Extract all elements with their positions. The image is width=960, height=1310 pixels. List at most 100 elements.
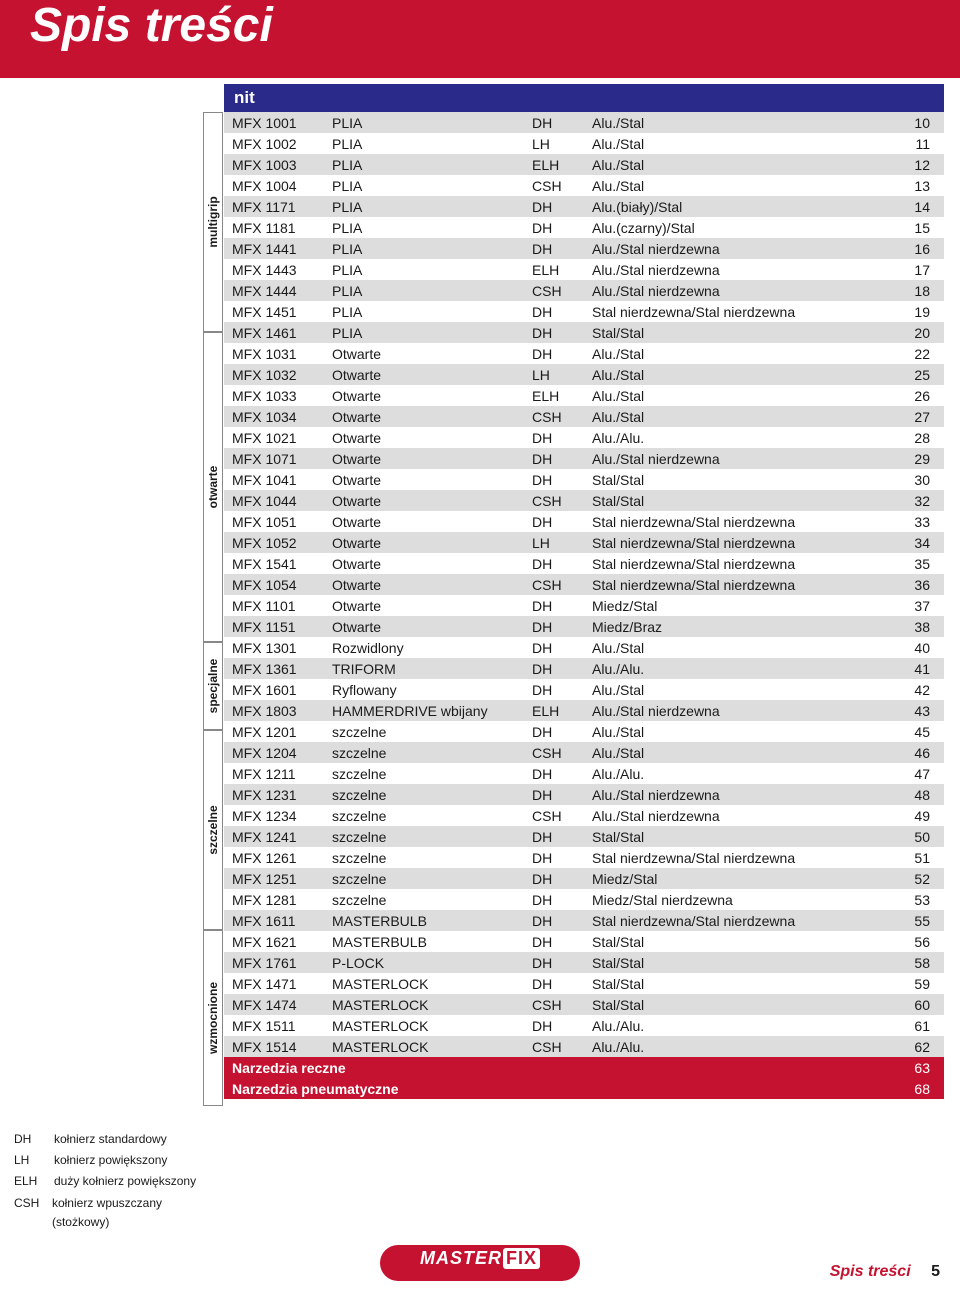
cell: MASTERBULB bbox=[324, 910, 524, 931]
cell: DH bbox=[524, 217, 584, 238]
cell: Alu./Stal bbox=[584, 364, 894, 385]
table-row: MFX 1441PLIADHAlu./Stal nierdzewna16 bbox=[224, 238, 944, 259]
cell: Stal/Stal bbox=[584, 826, 894, 847]
cell: LH bbox=[524, 133, 584, 154]
table-row: MFX 1234szczelneCSHAlu./Stal nierdzewna4… bbox=[224, 805, 944, 826]
cell: 40 bbox=[894, 637, 944, 658]
cell: Miedz/Stal bbox=[584, 868, 894, 889]
cell: TRIFORM bbox=[324, 658, 524, 679]
page-number: 5 bbox=[931, 1263, 940, 1280]
cell: CSH bbox=[524, 406, 584, 427]
cell: Alu./Stal nierdzewna bbox=[584, 280, 894, 301]
cell: Narzedzia reczne bbox=[224, 1057, 894, 1078]
cell: Alu./Stal bbox=[584, 112, 894, 133]
cell: MFX 1003 bbox=[224, 154, 324, 175]
cell: Alu./Alu. bbox=[584, 763, 894, 784]
table-row: MFX 1101OtwarteDHMiedz/Stal37 bbox=[224, 595, 944, 616]
cell: PLIA bbox=[324, 133, 524, 154]
cell: PLIA bbox=[324, 196, 524, 217]
cell: MASTERLOCK bbox=[324, 994, 524, 1015]
cell: Otwarte bbox=[324, 469, 524, 490]
cell: PLIA bbox=[324, 238, 524, 259]
section-multigrip: multigrip bbox=[203, 112, 223, 332]
cell: 51 bbox=[894, 847, 944, 868]
table-row: MFX 1281szczelneDHMiedz/Stal nierdzewna5… bbox=[224, 889, 944, 910]
cell: CSH bbox=[524, 175, 584, 196]
table-row: MFX 1044OtwarteCSHStal/Stal32 bbox=[224, 490, 944, 511]
cell: 37 bbox=[894, 595, 944, 616]
cell: 25 bbox=[894, 364, 944, 385]
cell: 22 bbox=[894, 343, 944, 364]
cell: Alu./Stal nierdzewna bbox=[584, 259, 894, 280]
cell: MFX 1474 bbox=[224, 994, 324, 1015]
cell: Stal/Stal bbox=[584, 469, 894, 490]
cell: 35 bbox=[894, 553, 944, 574]
cell: 43 bbox=[894, 700, 944, 721]
cell: PLIA bbox=[324, 259, 524, 280]
cell: DH bbox=[524, 784, 584, 805]
cell: CSH bbox=[524, 490, 584, 511]
cell: MFX 1171 bbox=[224, 196, 324, 217]
cell: Miedz/Stal bbox=[584, 595, 894, 616]
cell: Narzedzia pneumatyczne bbox=[224, 1078, 894, 1099]
section-label: szczelne bbox=[206, 805, 220, 854]
legend-key: ELH bbox=[14, 1172, 54, 1191]
cell: 62 bbox=[894, 1036, 944, 1057]
cell: Stal nierdzewna/Stal nierdzewna bbox=[584, 553, 894, 574]
cell: Stal/Stal bbox=[584, 322, 894, 343]
cell: MFX 1101 bbox=[224, 595, 324, 616]
cell: CSH bbox=[524, 574, 584, 595]
cell: P-LOCK bbox=[324, 952, 524, 973]
cell: MFX 1001 bbox=[224, 112, 324, 133]
cell: CSH bbox=[524, 742, 584, 763]
cell: DH bbox=[524, 973, 584, 994]
cell: DH bbox=[524, 826, 584, 847]
cell: 33 bbox=[894, 511, 944, 532]
cell: MFX 1443 bbox=[224, 259, 324, 280]
cell: Otwarte bbox=[324, 595, 524, 616]
footer-right: Spis treści 5 bbox=[830, 1263, 940, 1281]
cell: 47 bbox=[894, 763, 944, 784]
cell: Otwarte bbox=[324, 532, 524, 553]
cell: Alu./Stal nierdzewna bbox=[584, 700, 894, 721]
table-row: MFX 1151OtwarteDHMiedz/Braz38 bbox=[224, 616, 944, 637]
cell: Stal nierdzewna/Stal nierdzewna bbox=[584, 532, 894, 553]
cell: CSH bbox=[524, 994, 584, 1015]
cell: MFX 1301 bbox=[224, 637, 324, 658]
cell: Stal nierdzewna/Stal nierdzewna bbox=[584, 301, 894, 322]
legend-val: kołnierz powiększony bbox=[54, 1151, 167, 1170]
table-wrap: MFX 1001PLIADHAlu./Stal10MFX 1002PLIALHA… bbox=[224, 112, 944, 1099]
cell: 55 bbox=[894, 910, 944, 931]
cell: CSH bbox=[524, 280, 584, 301]
cell: MFX 1054 bbox=[224, 574, 324, 595]
legend-key: CSH bbox=[14, 1194, 52, 1232]
cell: 45 bbox=[894, 721, 944, 742]
cell: szczelne bbox=[324, 763, 524, 784]
table-row: MFX 1054OtwarteCSHStal nierdzewna/Stal n… bbox=[224, 574, 944, 595]
cell: 27 bbox=[894, 406, 944, 427]
table-row: MFX 1621MASTERBULBDHStal/Stal56 bbox=[224, 931, 944, 952]
cell: Alu./Stal bbox=[584, 385, 894, 406]
cell: Alu./Alu. bbox=[584, 1015, 894, 1036]
table-row: MFX 1443PLIAELHAlu./Stal nierdzewna17 bbox=[224, 259, 944, 280]
section-label: specjalne bbox=[206, 659, 220, 714]
cell: MFX 1033 bbox=[224, 385, 324, 406]
cell: MFX 1444 bbox=[224, 280, 324, 301]
legend: DHkołnierz standardowyLHkołnierz powięks… bbox=[14, 1130, 214, 1234]
cell: Stal nierdzewna/Stal nierdzewna bbox=[584, 847, 894, 868]
cell: ELH bbox=[524, 700, 584, 721]
footer-title: Spis treści bbox=[830, 1263, 911, 1280]
cell: 12 bbox=[894, 154, 944, 175]
cell: 30 bbox=[894, 469, 944, 490]
table-row: MFX 1002PLIALHAlu./Stal11 bbox=[224, 133, 944, 154]
legend-key: LH bbox=[14, 1151, 54, 1170]
legend-val: duży kołnierz powiększony bbox=[54, 1172, 196, 1191]
cell: DH bbox=[524, 511, 584, 532]
cell: Otwarte bbox=[324, 427, 524, 448]
cell: PLIA bbox=[324, 112, 524, 133]
legend-key: DH bbox=[14, 1130, 54, 1149]
table-row: MFX 1004PLIACSHAlu./Stal13 bbox=[224, 175, 944, 196]
cell: 41 bbox=[894, 658, 944, 679]
cell: 29 bbox=[894, 448, 944, 469]
cell: MFX 1002 bbox=[224, 133, 324, 154]
